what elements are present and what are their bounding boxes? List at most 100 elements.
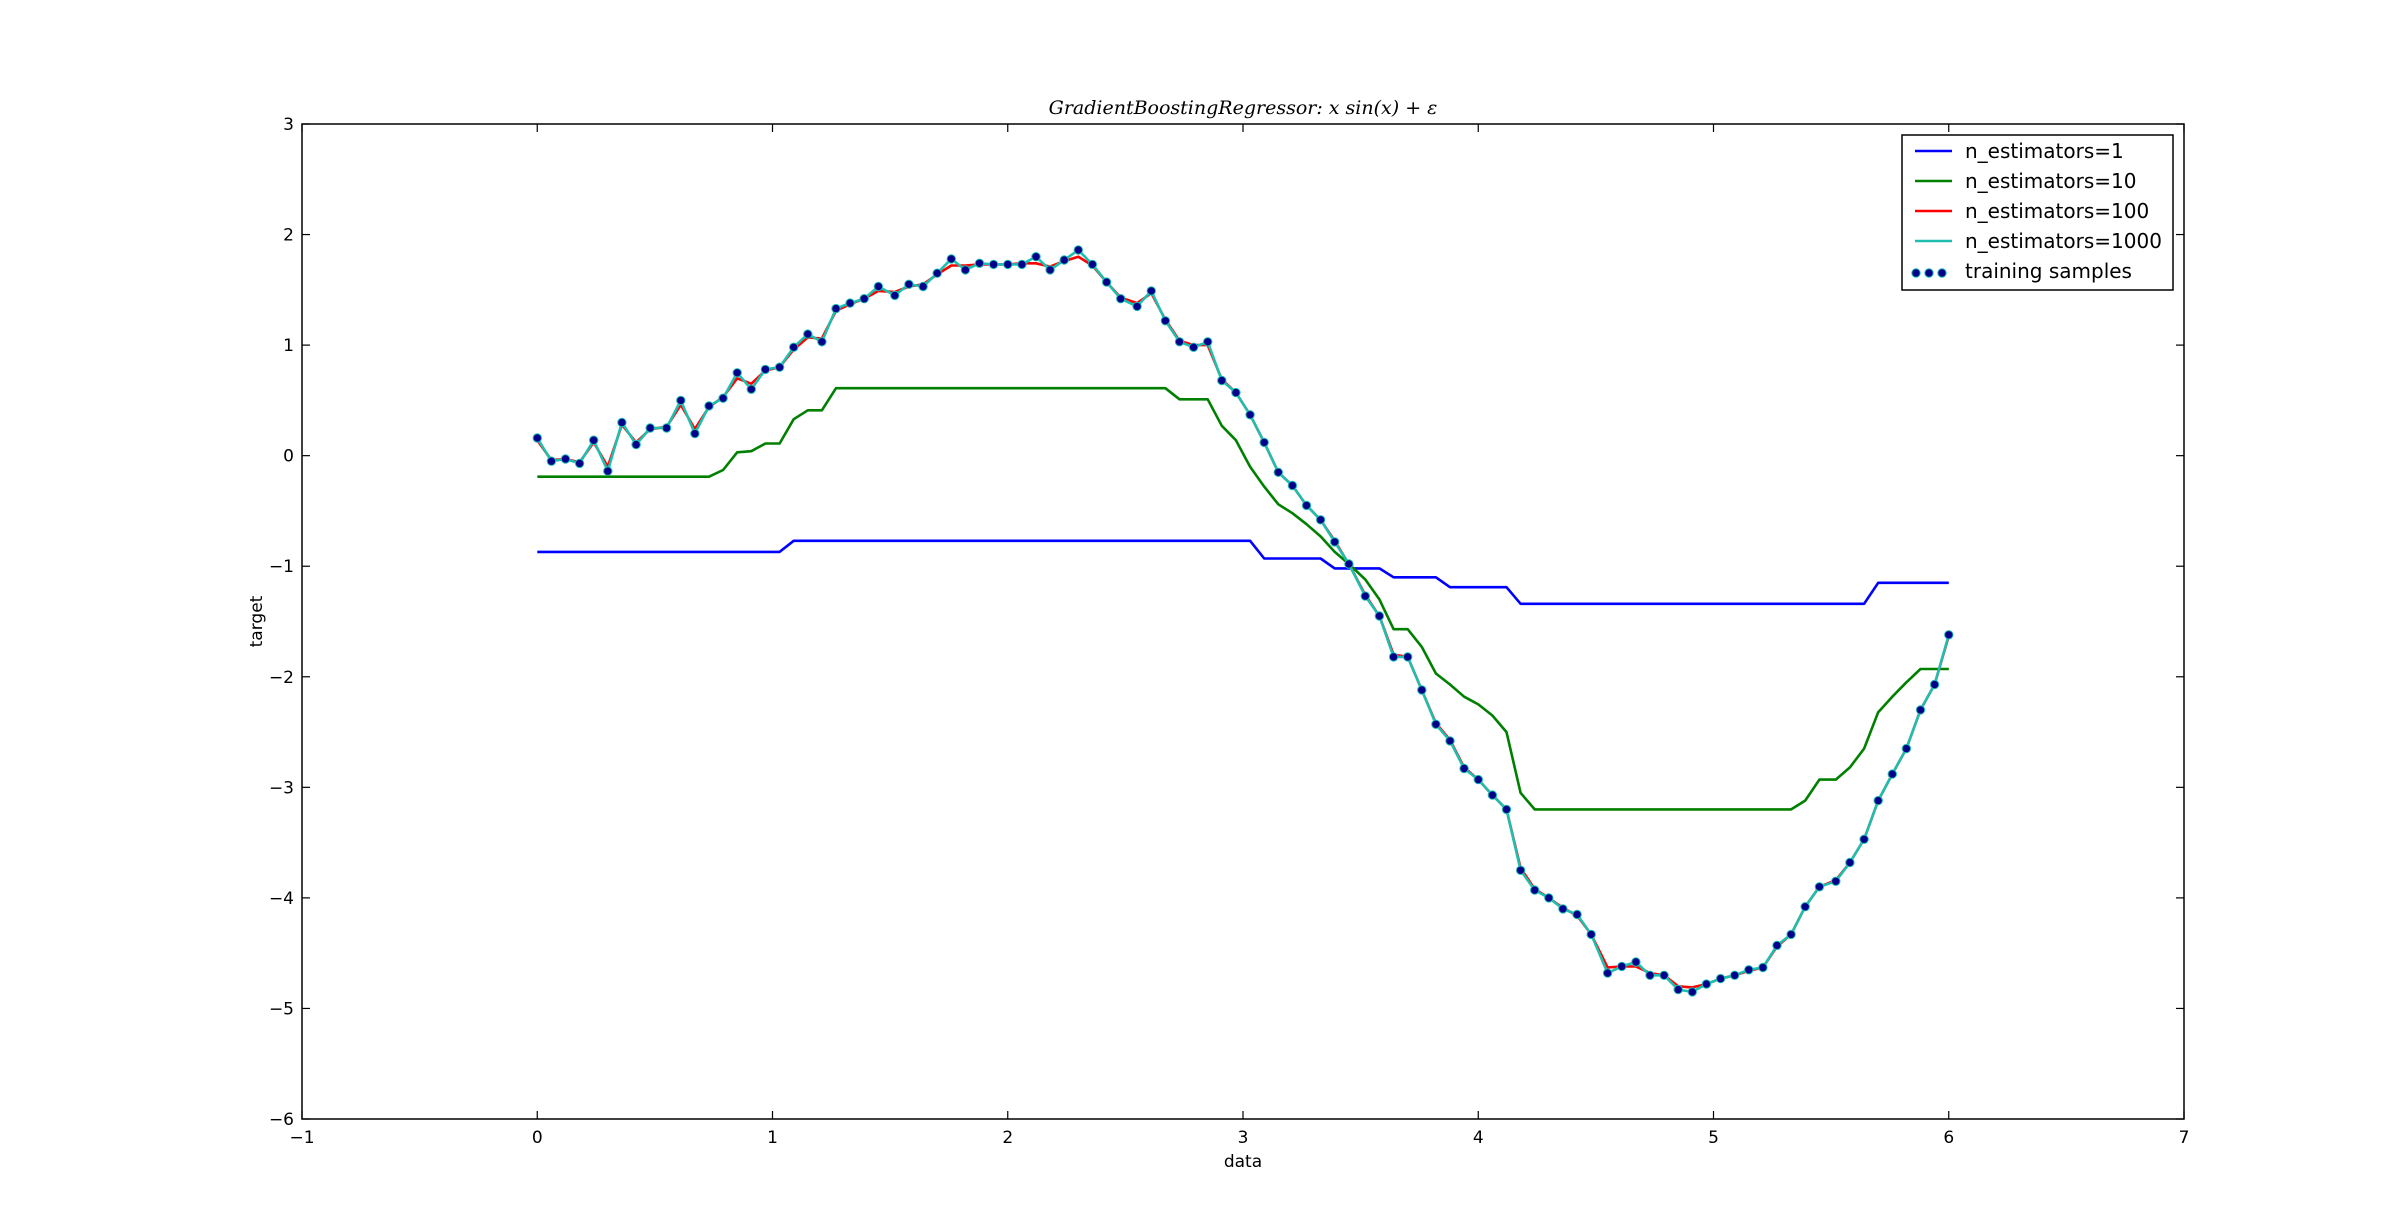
training-sample-point <box>1944 630 1954 640</box>
y-axis-label: target <box>247 595 267 647</box>
training-sample-point <box>1800 902 1810 912</box>
series-line-2 <box>537 386 1949 811</box>
training-sample-point <box>1744 965 1754 975</box>
training-sample-point <box>1701 979 1712 989</box>
training-sample-point <box>1473 774 1484 785</box>
training-sample-point <box>1101 277 1112 287</box>
training-sample-point <box>1544 893 1554 903</box>
training-sample-point <box>1301 500 1312 511</box>
training-sample-point <box>817 337 827 347</box>
training-sample-point <box>1673 984 1683 995</box>
training-sample-point <box>1203 337 1213 347</box>
training-sample-point <box>1602 968 1613 978</box>
training-sample-point <box>1786 929 1796 940</box>
training-sample-point <box>1017 259 1027 270</box>
training-sample-point <box>1487 790 1498 800</box>
training-sample-point <box>1287 480 1298 491</box>
legend-label: n_estimators=10 <box>1965 169 2136 193</box>
y-tick-label: 1 <box>283 336 294 356</box>
training-sample-point <box>1558 904 1568 914</box>
training-sample-point <box>789 342 799 352</box>
training-sample-point <box>1188 342 1199 352</box>
training-sample-point <box>1259 437 1269 448</box>
training-sample-point <box>1645 970 1655 980</box>
training-sample-point <box>617 417 627 428</box>
training-sample-point <box>704 401 714 411</box>
y-tick-label: −3 <box>269 778 294 798</box>
training-sample-point <box>661 423 672 433</box>
legend-label: n_estimators=1 <box>1965 139 2124 163</box>
training-sample-point <box>718 393 728 403</box>
training-sample-point <box>760 364 771 375</box>
training-sample-point <box>1087 259 1098 270</box>
series-line-1 <box>537 539 1949 606</box>
training-sample-point <box>1374 611 1385 621</box>
training-sample-point <box>1031 252 1041 262</box>
training-sample-point <box>904 279 914 289</box>
y-tick-label: −2 <box>269 668 294 688</box>
training-sample-point <box>1273 467 1284 477</box>
y-tick-label: −4 <box>269 889 294 909</box>
legend: n_estimators=1 n_estimators=10 n_estimator… <box>1901 134 2174 291</box>
training-sample-point <box>1873 795 1883 806</box>
training-sample-point <box>774 362 785 372</box>
training-sample-point <box>873 281 884 292</box>
training-sample-point <box>1344 559 1354 569</box>
x-tick-label: 5 <box>1708 1128 1719 1148</box>
legend-marker <box>1911 268 1921 278</box>
training-sample-point <box>1073 245 1084 255</box>
training-sample-point <box>603 466 613 476</box>
training-sample-point <box>1146 286 1157 296</box>
training-sample-point <box>1330 537 1340 547</box>
legend-marker <box>1937 268 1947 278</box>
training-sample-point <box>690 428 700 439</box>
training-sample-point <box>1403 652 1413 662</box>
training-sample-point <box>546 456 557 466</box>
training-sample-point <box>831 303 841 314</box>
training-sample-point <box>1231 387 1241 398</box>
training-sample-point <box>1116 294 1126 304</box>
training-sample-point <box>1217 375 1227 386</box>
training-sample-point <box>1174 337 1185 347</box>
training-sample-point <box>532 433 542 443</box>
series-line-4 <box>536 248 1951 994</box>
training-sample-point <box>918 281 928 292</box>
x-tick-label: 4 <box>1473 1128 1484 1148</box>
training-sample-point <box>1929 679 1940 690</box>
training-sample-point <box>1003 259 1013 270</box>
x-tick-label: 3 <box>1238 1128 1249 1148</box>
training-sample-point <box>1245 410 1255 420</box>
training-sample-point <box>732 368 742 378</box>
training-sample-point <box>845 298 855 308</box>
training-sample-point <box>676 395 686 406</box>
training-sample-point <box>1915 705 1926 715</box>
training-sample-point <box>1530 885 1540 895</box>
training-sample-point <box>746 384 756 394</box>
training-sample-point <box>1758 962 1768 973</box>
training-sample-point <box>645 423 655 433</box>
training-sample-point <box>1687 987 1698 997</box>
training-sample-point <box>1515 865 1526 875</box>
training-sample-point <box>1631 957 1641 967</box>
training-sample-point <box>974 258 985 268</box>
training-sample-point <box>1772 940 1782 951</box>
training-sample-point <box>946 254 956 264</box>
training-sample-point <box>1417 685 1427 695</box>
x-tick-label: 2 <box>1002 1128 1013 1148</box>
training-sample-point <box>1901 743 1912 754</box>
legend-label: n_estimators=1000 <box>1965 229 2162 253</box>
training-sample-point <box>1730 970 1740 980</box>
y-tick-label: −6 <box>269 1110 294 1130</box>
training-sample-point <box>1814 882 1825 892</box>
training-sample-point <box>1459 763 1469 774</box>
training-sample-point <box>1831 876 1841 886</box>
training-sample-point <box>960 265 971 275</box>
training-sample-point <box>803 329 813 339</box>
y-tick-label: 2 <box>283 226 294 246</box>
training-sample-point <box>1617 961 1627 972</box>
training-sample-point <box>1659 970 1669 980</box>
legend-label: n_estimators=100 <box>1965 199 2149 223</box>
training-sample-point <box>1160 316 1171 326</box>
y-tick-label: −1 <box>269 557 294 577</box>
training-sample-point <box>631 439 641 450</box>
